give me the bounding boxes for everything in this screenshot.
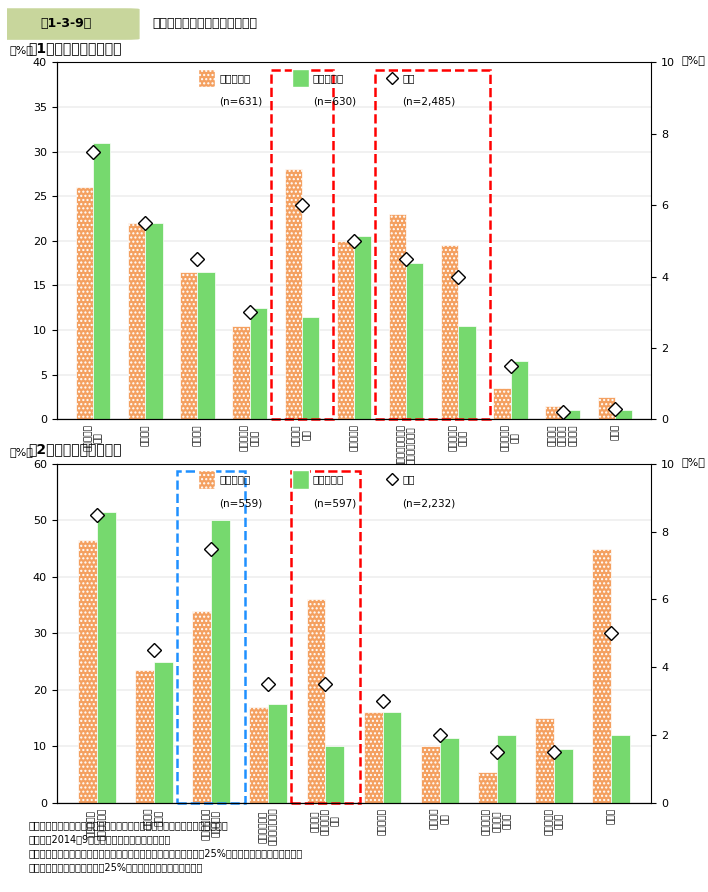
Bar — [93, 143, 110, 419]
Bar — [268, 704, 287, 803]
Text: (n=631): (n=631) — [219, 96, 263, 107]
Bar — [478, 772, 497, 803]
Bar — [406, 263, 423, 419]
Bar — [250, 308, 267, 419]
Bar — [554, 749, 573, 803]
Text: (n=2,232): (n=2,232) — [402, 499, 455, 508]
Bar — [198, 272, 215, 419]
Bar — [440, 738, 459, 803]
Bar — [497, 735, 516, 803]
Bar — [307, 599, 326, 803]
Y-axis label: （%）: （%） — [9, 447, 33, 457]
Bar — [181, 272, 198, 419]
Text: （2）費用調整の考え方: （2）費用調整の考え方 — [28, 442, 121, 457]
Bar — [249, 706, 268, 803]
Bar — [198, 470, 215, 489]
Bar — [135, 670, 154, 803]
Bar — [154, 662, 173, 803]
Bar — [326, 747, 344, 803]
Bar — [337, 241, 354, 419]
Bar — [354, 236, 371, 419]
Bar — [302, 317, 319, 419]
Bar — [292, 470, 309, 489]
Text: 低収益企業: 低収益企業 — [313, 73, 344, 83]
Text: (n=630): (n=630) — [313, 96, 356, 107]
Text: 第1-3-9図: 第1-3-9図 — [40, 17, 91, 29]
Bar — [382, 713, 401, 803]
Y-axis label: （%）: （%） — [681, 55, 705, 65]
Bar — [145, 223, 163, 419]
Text: (n=2,485): (n=2,485) — [402, 96, 455, 107]
Text: 利益配分及び費用調整の考え方: 利益配分及び費用調整の考え方 — [153, 17, 258, 29]
Bar — [493, 388, 510, 419]
Text: (n=559): (n=559) — [219, 499, 263, 508]
Bar — [441, 245, 458, 419]
Bar — [615, 410, 632, 419]
Bar — [192, 611, 211, 803]
Bar — [232, 326, 250, 419]
Bar — [563, 410, 580, 419]
Bar — [285, 169, 302, 419]
Bar — [458, 326, 476, 419]
Text: 全体: 全体 — [402, 475, 415, 484]
Text: 高収益企業: 高収益企業 — [219, 475, 251, 484]
Text: 資料：中小企業庁委託「大企業と中小企業の構造的な競争力に関する調査」
　　　（2014年9月、（株）帝国データバンク）
（注）アンケート調査対象の中小企業の中で: 資料：中小企業庁委託「大企業と中小企業の構造的な競争力に関する調査」 （2014… — [28, 820, 302, 871]
Text: 低収益企業: 低収益企業 — [313, 475, 344, 484]
Text: 全体: 全体 — [402, 73, 415, 83]
Bar — [598, 397, 615, 419]
Bar — [545, 406, 563, 419]
Y-axis label: （%）: （%） — [681, 457, 705, 467]
Text: 高収益企業: 高収益企業 — [219, 73, 251, 83]
Bar — [421, 747, 440, 803]
Bar — [76, 187, 93, 419]
Y-axis label: （%）: （%） — [9, 45, 33, 55]
FancyBboxPatch shape — [0, 9, 139, 39]
Bar — [128, 223, 145, 419]
Bar — [292, 69, 309, 87]
Bar — [510, 361, 527, 419]
Text: (n=597): (n=597) — [313, 499, 356, 508]
Bar — [198, 69, 215, 87]
Text: （1）利益配分の考え方: （1）利益配分の考え方 — [28, 41, 121, 55]
Bar — [78, 541, 97, 803]
Bar — [97, 512, 115, 803]
Bar — [593, 549, 611, 803]
Bar — [364, 713, 382, 803]
Bar — [535, 718, 554, 803]
Bar — [611, 735, 630, 803]
Bar — [211, 520, 230, 803]
Bar — [389, 214, 406, 419]
